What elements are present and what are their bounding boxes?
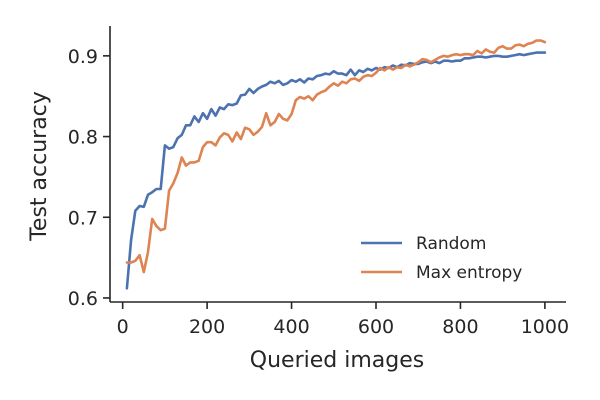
y-tick-label: 0.7	[68, 207, 98, 229]
x-tick-label: 200	[189, 316, 225, 338]
series-line-max-entropy	[125, 39, 547, 274]
x-ticks: 0 200 400 600 800 1000	[117, 302, 569, 338]
y-tick-label: 0.9	[68, 46, 98, 68]
series-layer	[125, 39, 547, 290]
x-tick-label: 1000	[521, 316, 569, 338]
legend-label-random: Random	[416, 234, 486, 254]
series-line-random	[125, 51, 547, 290]
y-tick-label: 0.6	[68, 288, 98, 310]
x-tick-label: 800	[442, 316, 478, 338]
y-ticks: 0.6 0.7 0.8 0.9	[68, 46, 110, 310]
legend: Random Max entropy	[361, 234, 522, 283]
x-axis-title: Queried images	[250, 348, 424, 373]
legend-label-max-entropy: Max entropy	[416, 263, 522, 283]
y-tick-label: 0.8	[68, 127, 98, 149]
x-tick-label: 400	[273, 316, 309, 338]
axes-layer	[109, 26, 566, 303]
x-tick-label: 0	[117, 316, 129, 338]
y-axis-title: Test accuracy	[27, 91, 52, 242]
x-tick-label: 600	[358, 316, 394, 338]
